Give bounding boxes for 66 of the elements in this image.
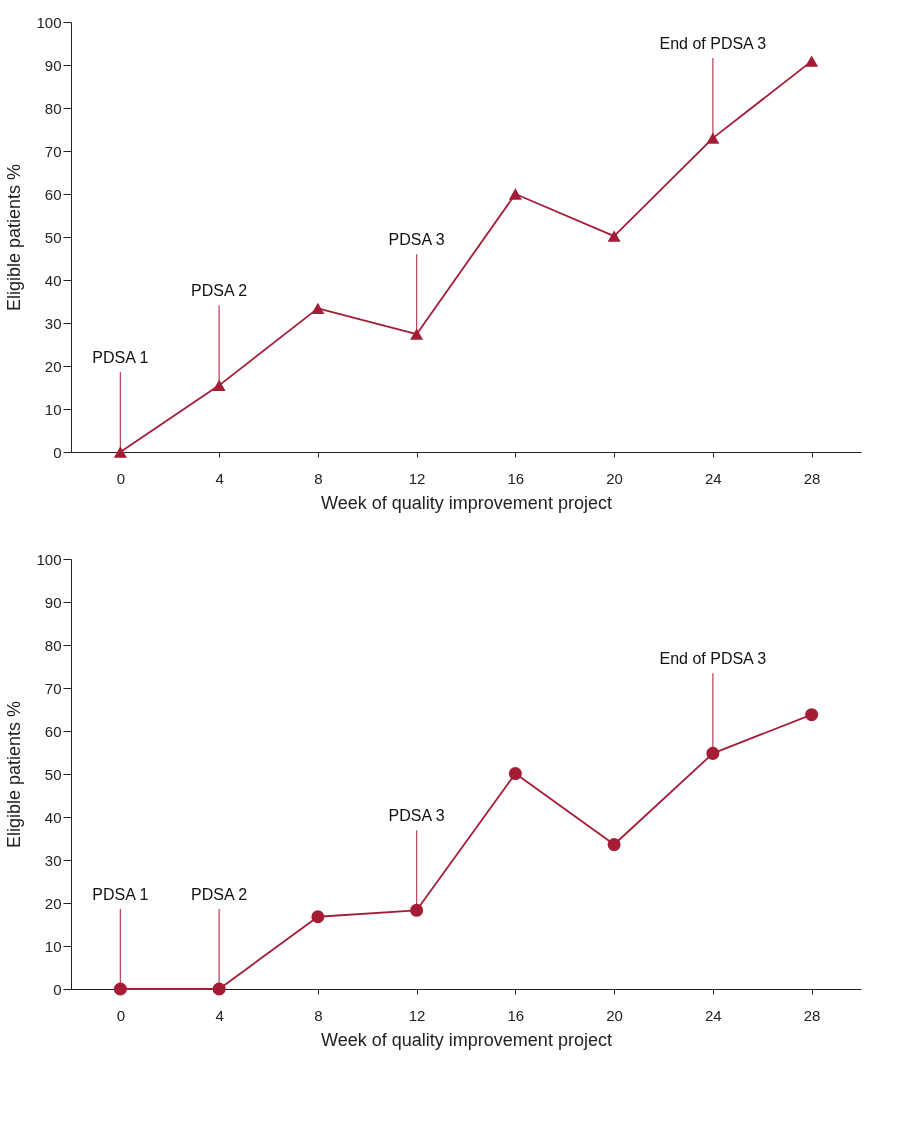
y-tick-label: 90 bbox=[44, 593, 62, 611]
point bbox=[607, 838, 621, 852]
point bbox=[805, 55, 819, 67]
annotation: PDSA 2 bbox=[191, 282, 248, 300]
y-tick-label: 70 bbox=[44, 142, 62, 160]
y-tick-label: 40 bbox=[44, 271, 62, 289]
annotation: PDSA 2 bbox=[191, 886, 248, 903]
point bbox=[508, 767, 522, 781]
y-tick-label: 10 bbox=[44, 937, 62, 955]
y-tick-label: 30 bbox=[44, 314, 62, 332]
x-tick-label: 24 bbox=[705, 1006, 722, 1024]
y-tick-label: 70 bbox=[44, 679, 62, 697]
point bbox=[311, 302, 325, 315]
x-axis-title: Week of quality improvement project bbox=[321, 492, 612, 513]
y-tick-label: 40 bbox=[44, 808, 62, 826]
y-tick-label: 0 bbox=[53, 980, 62, 998]
point bbox=[113, 982, 127, 996]
y-tick-label: 90 bbox=[44, 56, 62, 74]
x-tick-label: 8 bbox=[314, 1006, 323, 1024]
x-tick-label: 20 bbox=[606, 469, 623, 487]
x-axis-title: Week of quality improvement project bbox=[321, 1029, 612, 1050]
x-tick-label: 12 bbox=[408, 1006, 426, 1024]
x-tick-label: 0 bbox=[116, 1006, 126, 1024]
y-tick-label: 60 bbox=[44, 722, 62, 740]
x-tick-label: 12 bbox=[408, 469, 426, 487]
point bbox=[508, 188, 522, 200]
y-tick-label: 20 bbox=[44, 357, 62, 375]
x-tick-label: 0 bbox=[116, 469, 126, 487]
y-axis-title: Eligible patients % bbox=[4, 163, 25, 312]
x-tick-label: 28 bbox=[803, 1006, 821, 1024]
point bbox=[311, 910, 325, 924]
x-tick-label: 4 bbox=[215, 469, 224, 487]
annotation: PDSA 3 bbox=[388, 231, 445, 249]
x-tick-label: 16 bbox=[507, 1006, 525, 1024]
annotation: End of PDSA 3 bbox=[659, 650, 767, 668]
y-tick-label: 50 bbox=[44, 765, 62, 783]
point bbox=[113, 446, 127, 458]
point bbox=[706, 132, 720, 144]
point bbox=[805, 708, 819, 722]
x-tick-label: 20 bbox=[606, 1006, 623, 1024]
annotation: PDSA 1 bbox=[92, 349, 149, 366]
y-tick-label: 30 bbox=[44, 851, 62, 869]
y-tick-label: 100 bbox=[36, 13, 62, 31]
y-tick-label: 50 bbox=[44, 228, 62, 246]
y-tick-label: 0 bbox=[53, 443, 62, 461]
point bbox=[410, 328, 424, 340]
y-tick-label: 20 bbox=[44, 894, 62, 912]
point bbox=[607, 230, 621, 242]
y-tick-label: 80 bbox=[44, 99, 62, 117]
y-tick-label: 80 bbox=[44, 636, 62, 654]
y-tick-label: 100 bbox=[36, 550, 62, 568]
annotation: PDSA 3 bbox=[388, 807, 445, 825]
x-tick-label: 24 bbox=[705, 469, 722, 487]
point bbox=[410, 903, 424, 917]
y-tick-label: 60 bbox=[44, 185, 62, 203]
y-tick-label: 10 bbox=[44, 400, 62, 418]
point bbox=[212, 982, 226, 996]
annotation: End of PDSA 3 bbox=[659, 35, 767, 53]
x-tick-label: 28 bbox=[803, 469, 821, 487]
x-tick-label: 16 bbox=[507, 469, 525, 487]
point bbox=[706, 746, 720, 760]
point bbox=[212, 379, 226, 391]
x-tick-label: 8 bbox=[314, 469, 323, 487]
y-axis-title: Eligible patients % bbox=[4, 700, 25, 849]
annotation: PDSA 1 bbox=[92, 886, 149, 903]
x-tick-label: 4 bbox=[215, 1006, 224, 1024]
